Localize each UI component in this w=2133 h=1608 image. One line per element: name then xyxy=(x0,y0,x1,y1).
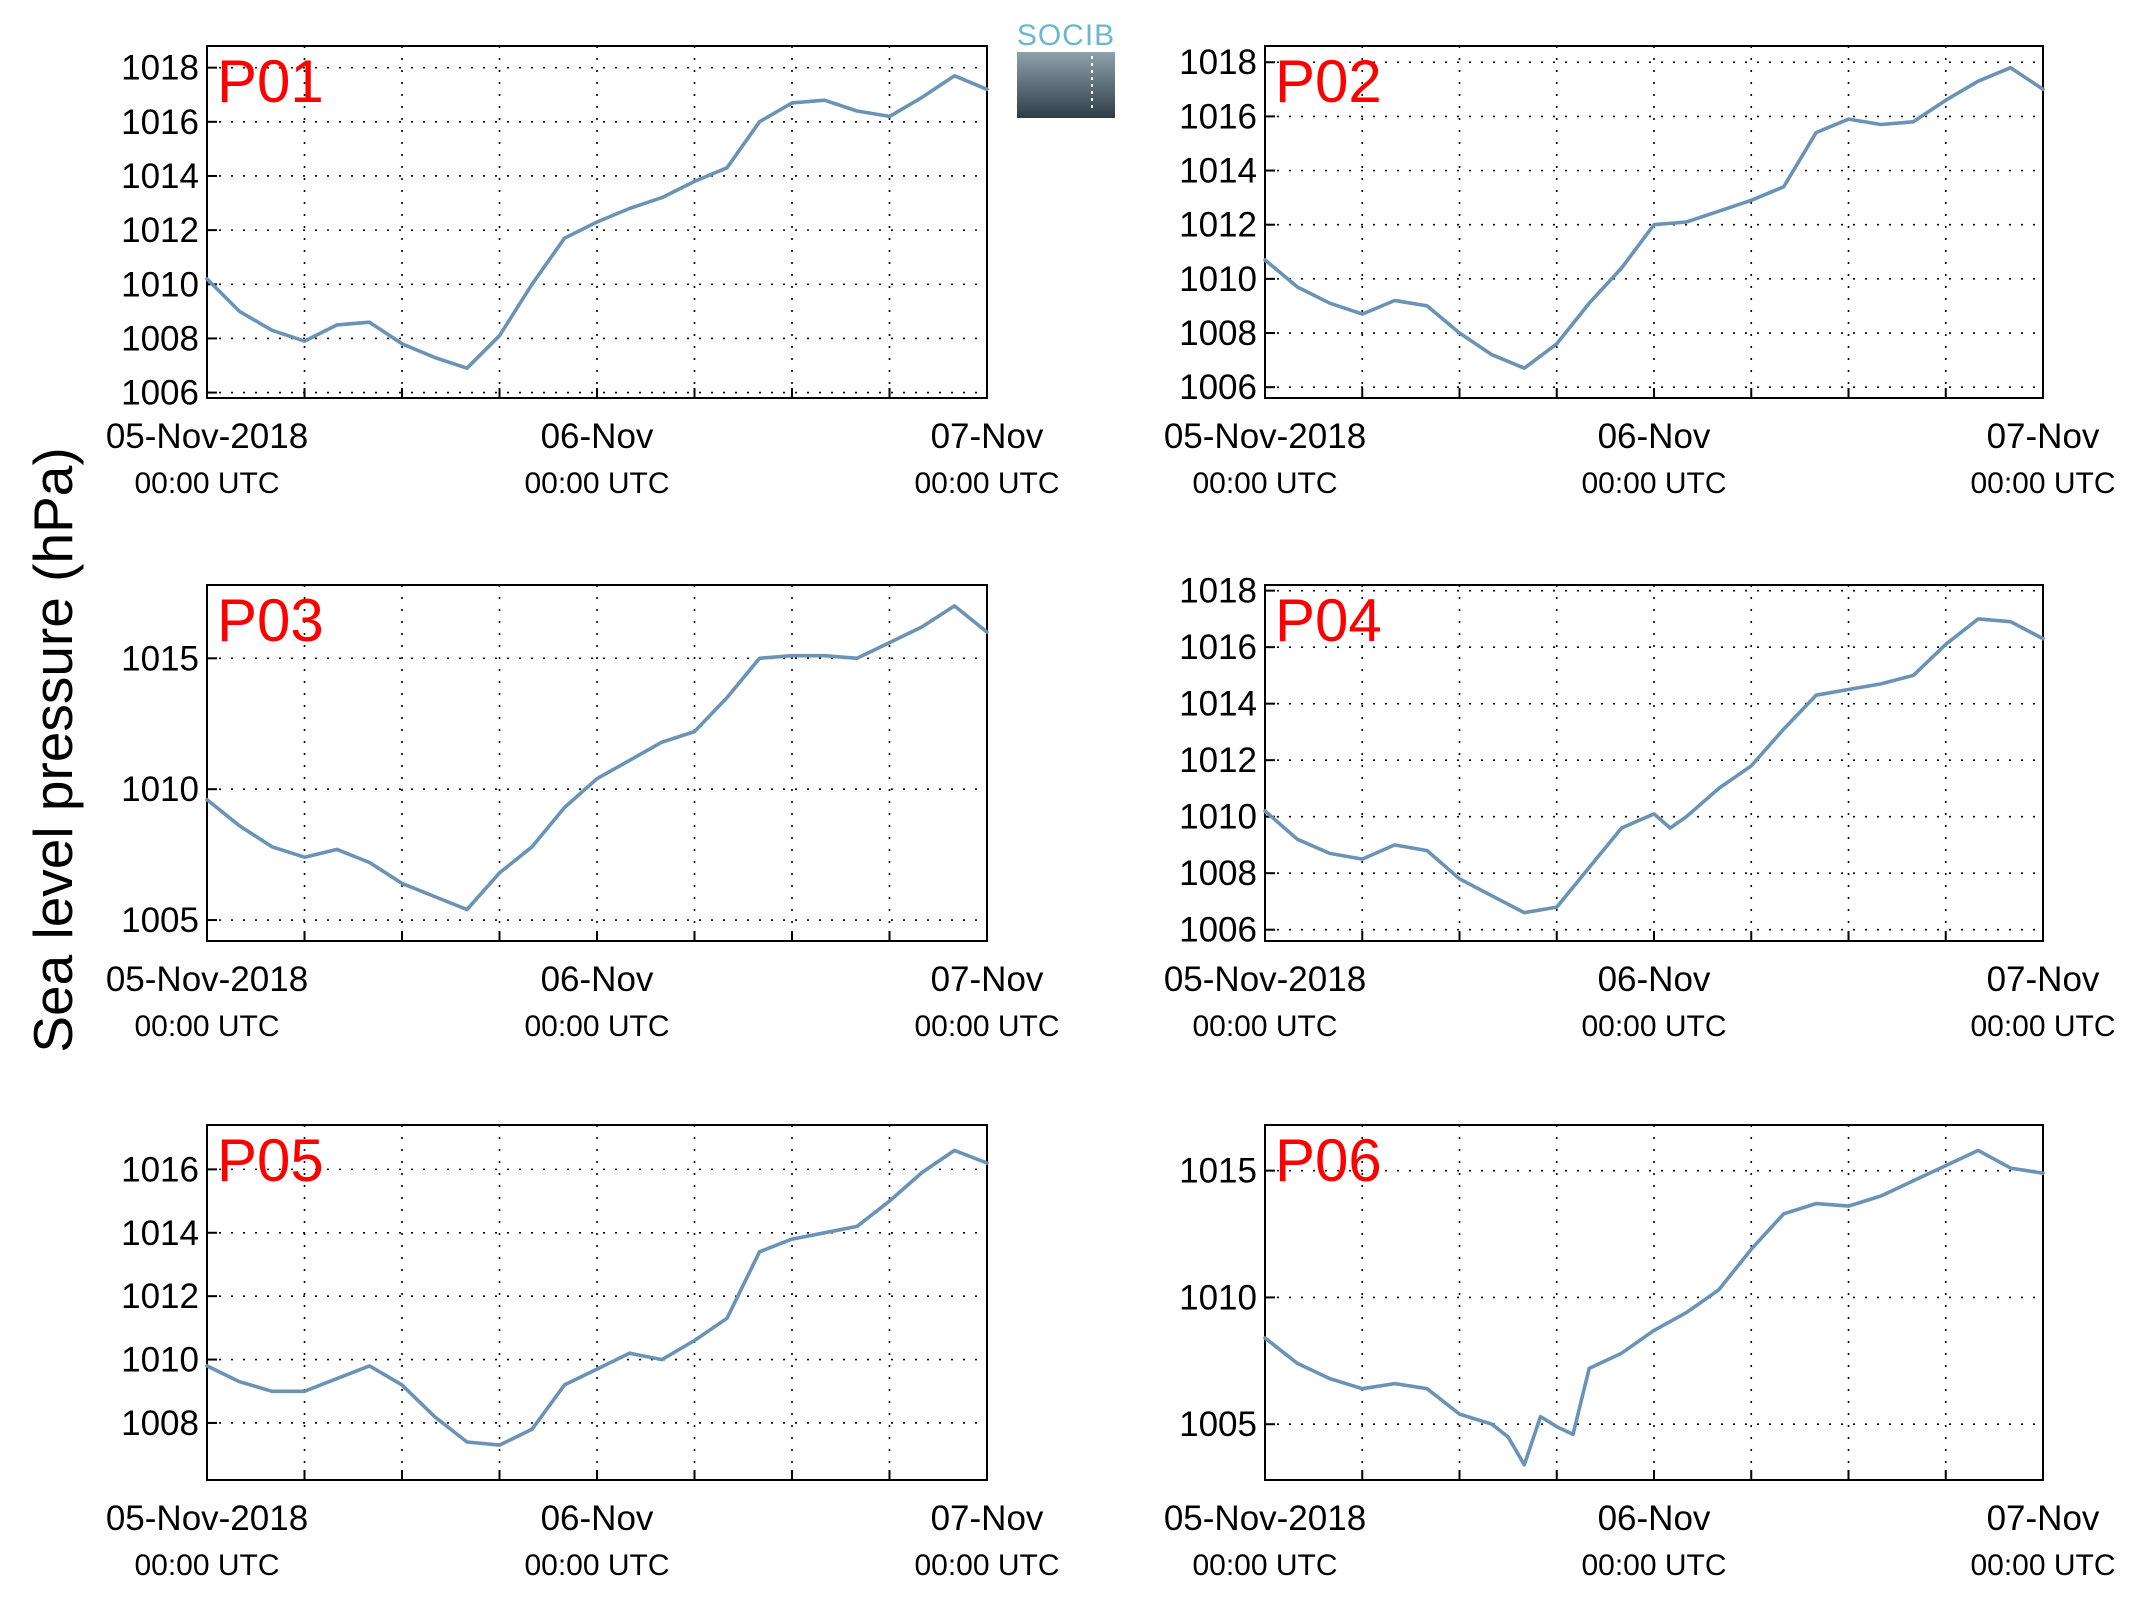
series-line-p01 xyxy=(205,74,989,371)
y-tick-label: 1008 xyxy=(1179,854,1257,893)
x-tick-label: 07-Nov xyxy=(931,417,1044,456)
y-tick-label: 1015 xyxy=(1179,1152,1257,1191)
x-tick-sublabel: 00:00 UTC xyxy=(1192,1549,1337,1582)
x-tick-sublabel: 00:00 UTC xyxy=(1192,467,1337,500)
y-tick-label: 1006 xyxy=(1179,368,1257,407)
y-tick-label: 1016 xyxy=(1179,628,1257,667)
y-tick-label: 1010 xyxy=(121,265,199,304)
y-axis-label: Sea level pressure (hPa) xyxy=(22,447,84,1052)
y-tick-label: 1008 xyxy=(1179,314,1257,353)
panel-label: P03 xyxy=(217,587,324,654)
socib-logo: SOCIB xyxy=(1017,19,1115,118)
y-tick-label: 1010 xyxy=(1179,798,1257,837)
panel-label: P06 xyxy=(1275,1127,1382,1194)
y-tick-label: 1018 xyxy=(121,49,199,88)
x-tick-label: 05-Nov-2018 xyxy=(1164,417,1366,456)
x-tick-sublabel: 00:00 UTC xyxy=(524,1010,669,1043)
panel-label: P02 xyxy=(1275,48,1382,115)
x-tick-sublabel: 00:00 UTC xyxy=(134,1010,279,1043)
y-tick-label: 1016 xyxy=(1179,97,1257,136)
y-tick-label: 1015 xyxy=(121,639,199,678)
x-tick-label: 07-Nov xyxy=(1987,960,2100,999)
x-tick-label: 05-Nov-2018 xyxy=(106,960,308,999)
y-tick-label: 1010 xyxy=(121,770,199,809)
y-tick-label: 1012 xyxy=(1179,206,1257,245)
x-tick-sublabel: 00:00 UTC xyxy=(1970,467,2115,500)
x-tick-label: 06-Nov xyxy=(1598,1499,1711,1538)
y-tick-label: 1006 xyxy=(121,374,199,413)
y-tick-label: 1014 xyxy=(1179,685,1257,724)
x-tick-label: 07-Nov xyxy=(1987,1499,2100,1538)
axes-frame xyxy=(1264,584,2044,942)
x-tick-label: 06-Nov xyxy=(541,1499,654,1538)
y-tick-label: 1005 xyxy=(1179,1405,1257,1444)
y-tick-label: 1014 xyxy=(121,1214,199,1253)
series-line-p02 xyxy=(1263,65,2045,371)
y-tick-label: 1016 xyxy=(121,103,199,142)
axes-frame xyxy=(1264,1124,2044,1481)
y-tick-label: 1008 xyxy=(121,1404,199,1443)
y-tick-label: 1014 xyxy=(1179,152,1257,191)
x-tick-sublabel: 00:00 UTC xyxy=(1970,1010,2115,1043)
y-tick-label: 1018 xyxy=(1179,43,1257,82)
panel-label: P01 xyxy=(217,48,324,115)
logo-block xyxy=(1017,52,1115,118)
x-tick-sublabel: 00:00 UTC xyxy=(524,467,669,500)
x-tick-sublabel: 00:00 UTC xyxy=(1192,1010,1337,1043)
panel-p06: 1005 1010 1015 05-Nov-2018 00:00 UTC 06-Nov 00… xyxy=(1164,1124,2116,1582)
x-tick-label: 05-Nov-2018 xyxy=(106,1499,308,1538)
x-tick-label: 07-Nov xyxy=(1987,417,2100,456)
series-line-p04 xyxy=(1263,617,2045,915)
x-tick-label: 06-Nov xyxy=(1598,960,1711,999)
y-tick-label: 1010 xyxy=(121,1341,199,1380)
y-tick-label: 1005 xyxy=(121,901,199,940)
x-tick-label: 05-Nov-2018 xyxy=(106,417,308,456)
panel-label: P04 xyxy=(1275,587,1382,654)
axes-frame xyxy=(1264,45,2044,399)
chart-panels: 1006 1008 1010 1012 1014 1016 1018 05-Nov-2018 0… xyxy=(106,43,2116,1582)
panel-label: P05 xyxy=(217,1127,324,1194)
y-tick-label: 1014 xyxy=(121,157,199,196)
x-tick-sublabel: 00:00 UTC xyxy=(524,1549,669,1582)
x-tick-label: 05-Nov-2018 xyxy=(1164,1499,1366,1538)
x-tick-label: 06-Nov xyxy=(1598,417,1711,456)
axes-frame xyxy=(206,1124,988,1481)
y-tick-label: 1006 xyxy=(1179,911,1257,950)
series-line-p06 xyxy=(1263,1148,2045,1467)
y-tick-label: 1018 xyxy=(1179,572,1257,611)
x-tick-label: 07-Nov xyxy=(931,960,1044,999)
x-tick-sublabel: 00:00 UTC xyxy=(914,1010,1059,1043)
x-tick-sublabel: 00:00 UTC xyxy=(1581,467,1726,500)
x-tick-sublabel: 00:00 UTC xyxy=(1581,1549,1726,1582)
y-tick-label: 1008 xyxy=(121,319,199,358)
logo-text: SOCIB xyxy=(1017,19,1115,52)
x-tick-sublabel: 00:00 UTC xyxy=(914,467,1059,500)
axes-frame xyxy=(206,584,988,942)
y-tick-label: 1016 xyxy=(121,1150,199,1189)
panel-p01: 1006 1008 1010 1012 1014 1016 1018 05-Nov-2018 0… xyxy=(106,45,1060,500)
panel-p03: 1005 1010 1015 05-Nov-2018 00:00 UTC 06-Nov 00… xyxy=(106,584,1060,1043)
series-line-p05 xyxy=(205,1148,989,1447)
panel-p05: 1008 1010 1012 1014 1016 05-Nov-2018 00:00 UTC… xyxy=(106,1124,1060,1582)
x-tick-sublabel: 00:00 UTC xyxy=(134,1549,279,1582)
x-tick-label: 06-Nov xyxy=(541,417,654,456)
x-tick-label: 07-Nov xyxy=(931,1499,1044,1538)
y-tick-label: 1010 xyxy=(1179,260,1257,299)
y-tick-label: 1012 xyxy=(121,211,199,250)
x-tick-sublabel: 00:00 UTC xyxy=(914,1549,1059,1582)
x-tick-sublabel: 00:00 UTC xyxy=(1581,1010,1726,1043)
x-tick-sublabel: 00:00 UTC xyxy=(134,467,279,500)
panel-p04: 1006 1008 1010 1012 1014 1016 1018 05-Nov-2018 0… xyxy=(1164,572,2116,1043)
panel-p02: 1006 1008 1010 1012 1014 1016 1018 05-Nov-2018 0… xyxy=(1164,43,2116,500)
x-tick-label: 06-Nov xyxy=(541,960,654,999)
x-tick-label: 05-Nov-2018 xyxy=(1164,960,1366,999)
y-tick-label: 1012 xyxy=(1179,741,1257,780)
axes-frame xyxy=(206,45,988,399)
y-tick-label: 1012 xyxy=(121,1277,199,1316)
series-line-p03 xyxy=(205,604,989,912)
x-tick-sublabel: 00:00 UTC xyxy=(1970,1549,2115,1582)
y-tick-label: 1010 xyxy=(1179,1278,1257,1317)
